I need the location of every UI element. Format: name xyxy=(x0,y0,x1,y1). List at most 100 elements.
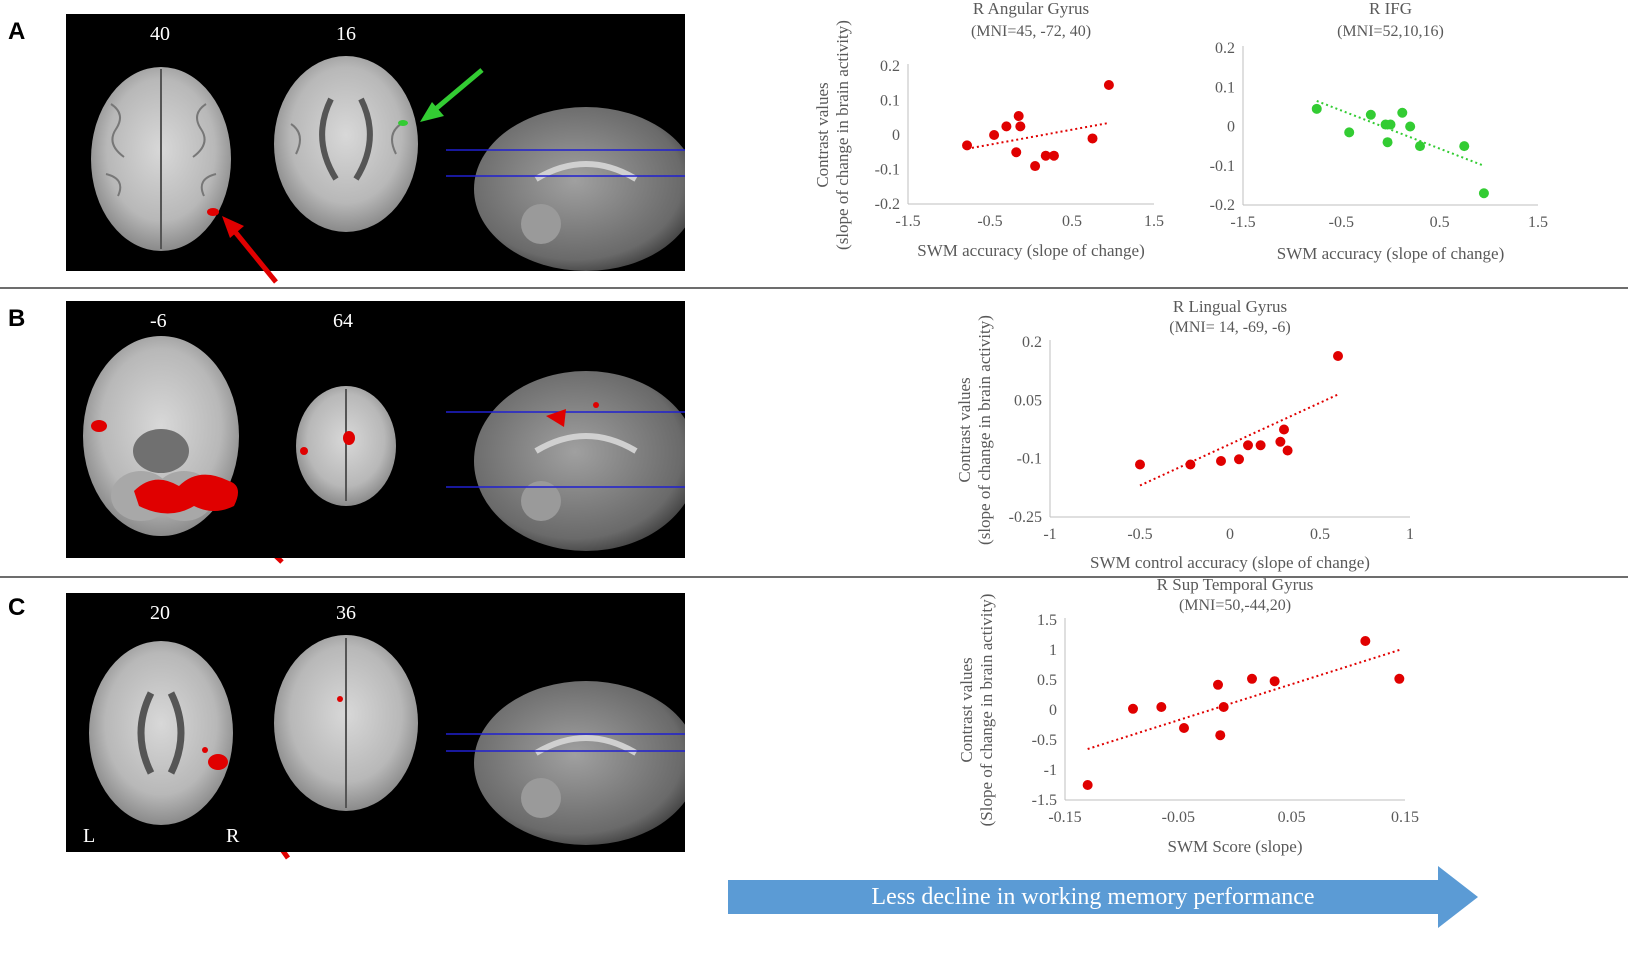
x-tick-label: -0.5 xyxy=(1127,526,1152,543)
x-tick-label: -1.5 xyxy=(895,213,920,230)
chart-title: R Sup Temporal Gyrus xyxy=(1157,575,1314,594)
activation-blob xyxy=(91,420,107,432)
activation-blob xyxy=(343,431,355,445)
slice-number-1: -6 xyxy=(150,310,167,332)
x-tick-label: 1 xyxy=(1406,526,1414,543)
data-point xyxy=(1275,436,1286,447)
y-tick-label: 0 xyxy=(1049,702,1057,719)
data-point xyxy=(1135,459,1145,470)
x-tick-label: -0.15 xyxy=(1048,809,1081,826)
x-tick-label: -0.05 xyxy=(1162,809,1195,826)
x-axis-label: SWM control accuracy (slope of change) xyxy=(1090,553,1370,572)
data-point xyxy=(1185,459,1196,470)
data-point xyxy=(1333,351,1343,361)
chart-subtitle: (MNI=52,10,16) xyxy=(1337,23,1444,40)
data-point xyxy=(1247,673,1257,684)
x-tick-label: -0.5 xyxy=(1329,214,1354,231)
data-point xyxy=(1087,133,1098,144)
y-tick-label: -0.2 xyxy=(875,196,900,213)
data-point xyxy=(1156,702,1167,712)
data-point xyxy=(1269,676,1280,687)
x-tick-label: 0.05 xyxy=(1278,809,1306,826)
slice-number-2: 64 xyxy=(333,310,353,332)
y-tick-label: 0.1 xyxy=(880,93,900,110)
y-tick-label: 0.1 xyxy=(1215,79,1235,96)
data-point xyxy=(1282,445,1293,456)
sagittal-slice xyxy=(474,681,685,845)
data-point xyxy=(1415,141,1425,152)
activation-blob xyxy=(593,402,599,408)
slice-number-2: 16 xyxy=(336,23,356,45)
data-point xyxy=(1405,121,1416,132)
x-tick-label: 1.5 xyxy=(1144,213,1164,230)
y-tick-label: 0.2 xyxy=(1215,40,1235,57)
axial-slice-1 xyxy=(89,641,233,825)
activation-blob xyxy=(134,474,238,514)
data-point xyxy=(1459,141,1470,152)
activation-blob xyxy=(546,409,566,427)
y-tick-label: 0.2 xyxy=(880,58,900,75)
data-point xyxy=(1215,730,1226,741)
panel-letter-a: A xyxy=(8,18,26,45)
data-point xyxy=(1015,121,1026,132)
y-tick-label: -0.1 xyxy=(1210,158,1235,175)
data-point xyxy=(962,140,973,151)
data-point xyxy=(1218,702,1229,712)
brain-slices-c xyxy=(89,635,685,845)
left-marker: L xyxy=(83,825,96,847)
y-tick-label: 0 xyxy=(1227,119,1235,136)
data-point xyxy=(1397,107,1408,118)
y-tick-label: -0.1 xyxy=(1017,451,1042,468)
chart-title: R Angular Gyrus xyxy=(973,0,1089,18)
y-tick-label: -0.2 xyxy=(1210,197,1235,214)
divider-ab xyxy=(0,287,1628,289)
brain-image-a: 40 16 xyxy=(66,14,685,271)
x-axis-label: SWM accuracy (slope of change) xyxy=(1277,244,1505,263)
y-tick-label: 0 xyxy=(892,127,900,144)
data-point xyxy=(1365,109,1376,120)
data-point xyxy=(1279,424,1289,435)
direction-arrow xyxy=(728,866,1478,928)
x-tick-label: 0.5 xyxy=(1062,213,1082,230)
x-tick-label: -1.5 xyxy=(1230,214,1255,231)
chart-title: R IFG xyxy=(1369,0,1412,18)
data-point xyxy=(1103,79,1114,90)
slice-number-2: 36 xyxy=(336,602,356,624)
data-point xyxy=(989,130,1000,140)
activation-blob xyxy=(337,696,343,702)
data-point xyxy=(1478,188,1489,199)
y-tick-label: -1.5 xyxy=(1032,792,1057,809)
y-tick-label: -1 xyxy=(1044,762,1057,779)
y-tick-label: 0.5 xyxy=(1037,672,1057,689)
data-point xyxy=(1243,440,1253,451)
data-point xyxy=(1394,673,1405,684)
data-point xyxy=(1030,161,1041,172)
x-tick-label: 0.15 xyxy=(1391,809,1419,826)
activation-blob xyxy=(398,120,408,126)
trend-line xyxy=(966,121,1110,150)
y-axis-label-2: (slope of change in brain activity) xyxy=(975,315,994,545)
brain-image-c: 20 36 L R xyxy=(66,593,685,852)
data-point xyxy=(1213,679,1223,690)
activation-blob xyxy=(202,747,208,753)
data-point xyxy=(1128,703,1138,714)
x-axis-label: SWM Score (slope) xyxy=(1167,837,1302,856)
x-tick-label: 0.5 xyxy=(1430,214,1450,231)
x-tick-label: -0.5 xyxy=(977,213,1002,230)
data-point xyxy=(1344,127,1355,138)
data-point xyxy=(1216,456,1226,466)
y-tick-label: -0.5 xyxy=(1032,732,1057,749)
y-tick-label: 1.5 xyxy=(1037,612,1057,629)
data-point xyxy=(1011,147,1022,158)
activation-blob xyxy=(207,208,219,216)
direction-arrow-label: Less decline in working memory performan… xyxy=(871,884,1315,910)
data-point xyxy=(1082,780,1093,790)
activation-blob xyxy=(300,447,308,455)
y-axis-label: Contrast values xyxy=(955,377,974,482)
chart-subtitle: (MNI= 14, -69, -6) xyxy=(1169,319,1290,336)
data-point xyxy=(1382,137,1393,148)
data-point xyxy=(1255,440,1266,451)
data-point xyxy=(1001,121,1012,132)
y-tick-label: -0.25 xyxy=(1009,509,1042,526)
data-point xyxy=(1311,103,1322,114)
